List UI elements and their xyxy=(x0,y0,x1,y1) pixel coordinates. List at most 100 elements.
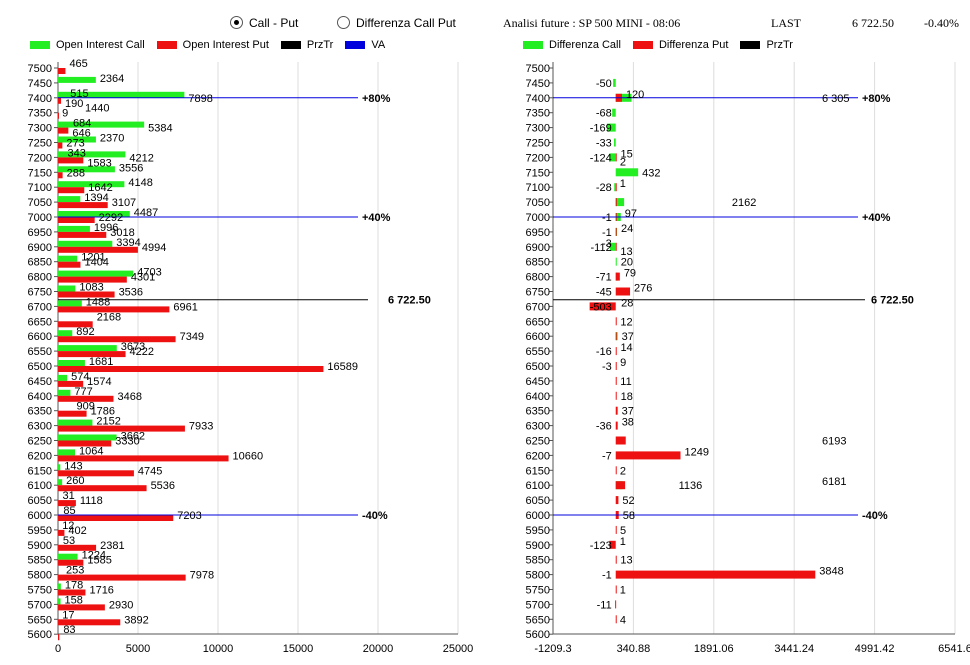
radio-selected-icon[interactable] xyxy=(230,16,243,29)
diff-put-bar xyxy=(609,540,616,549)
value-label: 5536 xyxy=(151,480,175,492)
call-bar xyxy=(58,91,185,98)
value-label: 16589 xyxy=(327,361,358,373)
y-tick-label: 5800 xyxy=(526,570,550,582)
value-label: 1786 xyxy=(91,406,115,418)
diff-put-bar xyxy=(615,451,681,460)
y-tick-label: 5900 xyxy=(526,540,550,552)
legend-label: Open Interest Call xyxy=(56,39,145,51)
y-tick-label: 5750 xyxy=(526,585,550,597)
value-label: 18 xyxy=(621,391,633,403)
mode-diff-option[interactable]: Differenza Call Put xyxy=(337,16,456,32)
y-tick-label: 6550 xyxy=(28,346,52,358)
value-label: 6193 xyxy=(822,436,846,448)
put-bar xyxy=(58,529,65,536)
y-tick-label: 6500 xyxy=(526,361,550,373)
y-tick-label: 7050 xyxy=(526,197,550,209)
legend-item: Differenza Call xyxy=(523,39,621,51)
put-bar xyxy=(58,500,76,507)
value-label: -71 xyxy=(596,272,612,284)
y-tick-label: 5600 xyxy=(526,629,550,641)
y-tick-label: 6100 xyxy=(526,480,550,492)
put-bar xyxy=(58,202,108,209)
y-tick-label: 7500 xyxy=(526,63,550,75)
call-bar xyxy=(58,255,78,262)
value-label: 892 xyxy=(76,326,94,338)
diff-put-bar xyxy=(615,391,617,400)
diff-put-bar xyxy=(615,332,617,341)
value-label: 53 xyxy=(63,535,75,547)
y-tick-label: 7450 xyxy=(526,78,550,90)
diff-call-bar xyxy=(615,257,617,266)
value-label: 574 xyxy=(71,371,89,383)
reference-label: +80% xyxy=(862,93,891,105)
y-tick-label: 6200 xyxy=(28,450,52,462)
value-label: 1681 xyxy=(89,356,113,368)
value-label: 9 xyxy=(62,108,68,120)
last-value: 6 722.50 xyxy=(852,16,894,30)
y-tick-label: 6800 xyxy=(526,272,550,284)
put-bar xyxy=(58,470,134,477)
y-tick-label: 7000 xyxy=(28,212,52,224)
value-label: 52 xyxy=(622,495,634,507)
value-label: 3556 xyxy=(119,162,143,174)
y-tick-label: 6500 xyxy=(28,361,52,373)
last-label: LAST xyxy=(771,16,801,30)
diff-put-bar xyxy=(615,600,617,609)
mode-call-put-option[interactable]: Call - Put xyxy=(230,16,298,32)
value-label: 28 xyxy=(621,297,633,309)
legend-right: Differenza Call Differenza Put PrzTr xyxy=(523,38,805,52)
value-label: 12 xyxy=(62,520,74,532)
x-tick-label: -1209.3 xyxy=(534,643,571,655)
value-label: 3018 xyxy=(110,227,134,239)
value-label: 1440 xyxy=(85,103,109,115)
y-tick-label: 7250 xyxy=(526,138,550,150)
radio-unselected-icon[interactable] xyxy=(337,16,350,29)
diff-call-bar xyxy=(614,183,616,192)
value-label: 1583 xyxy=(87,157,111,169)
value-label: 17 xyxy=(62,609,74,621)
put-bar xyxy=(58,410,87,417)
y-tick-label: 6350 xyxy=(526,406,550,418)
call-bar xyxy=(58,196,81,203)
value-label: 273 xyxy=(66,138,84,150)
value-label: 288 xyxy=(67,167,85,179)
put-bar xyxy=(58,604,105,611)
value-label: 260 xyxy=(66,475,84,487)
call-bar xyxy=(58,479,63,486)
y-tick-label: 6400 xyxy=(526,391,550,403)
y-tick-label: 6900 xyxy=(28,242,52,254)
y-tick-label: 6650 xyxy=(28,316,52,328)
y-tick-label: 5850 xyxy=(28,555,52,567)
put-bar xyxy=(58,455,229,462)
put-bar xyxy=(58,574,186,581)
value-label: 3662 xyxy=(121,431,145,443)
diff-put-bar xyxy=(615,570,816,579)
y-tick-label: 6150 xyxy=(28,465,52,477)
put-bar xyxy=(58,485,147,492)
value-label: 37 xyxy=(622,331,634,343)
put-bar xyxy=(58,619,121,626)
diff-put-bar xyxy=(615,555,617,564)
value-label: 13 xyxy=(620,555,632,567)
value-label: 6961 xyxy=(173,301,197,313)
value-label: -16 xyxy=(596,346,612,358)
call-bar xyxy=(58,270,134,277)
value-label: 1716 xyxy=(89,585,113,597)
y-tick-label: 7200 xyxy=(526,152,550,164)
y-tick-label: 5800 xyxy=(28,570,52,582)
call-bar xyxy=(58,583,61,590)
y-tick-label: 6350 xyxy=(28,406,52,418)
x-tick-label: 6541.6 xyxy=(938,643,970,655)
value-label: 909 xyxy=(77,401,95,413)
value-label: -36 xyxy=(596,421,612,433)
value-label: 6 305 xyxy=(822,93,850,105)
x-tick-label: 4991.42 xyxy=(855,643,895,655)
put-bar xyxy=(58,276,127,283)
value-label: -68 xyxy=(596,108,612,120)
legend-swatch xyxy=(345,41,366,49)
put-bar xyxy=(58,261,81,268)
y-tick-label: 6150 xyxy=(526,465,550,477)
put-bar xyxy=(58,366,324,372)
